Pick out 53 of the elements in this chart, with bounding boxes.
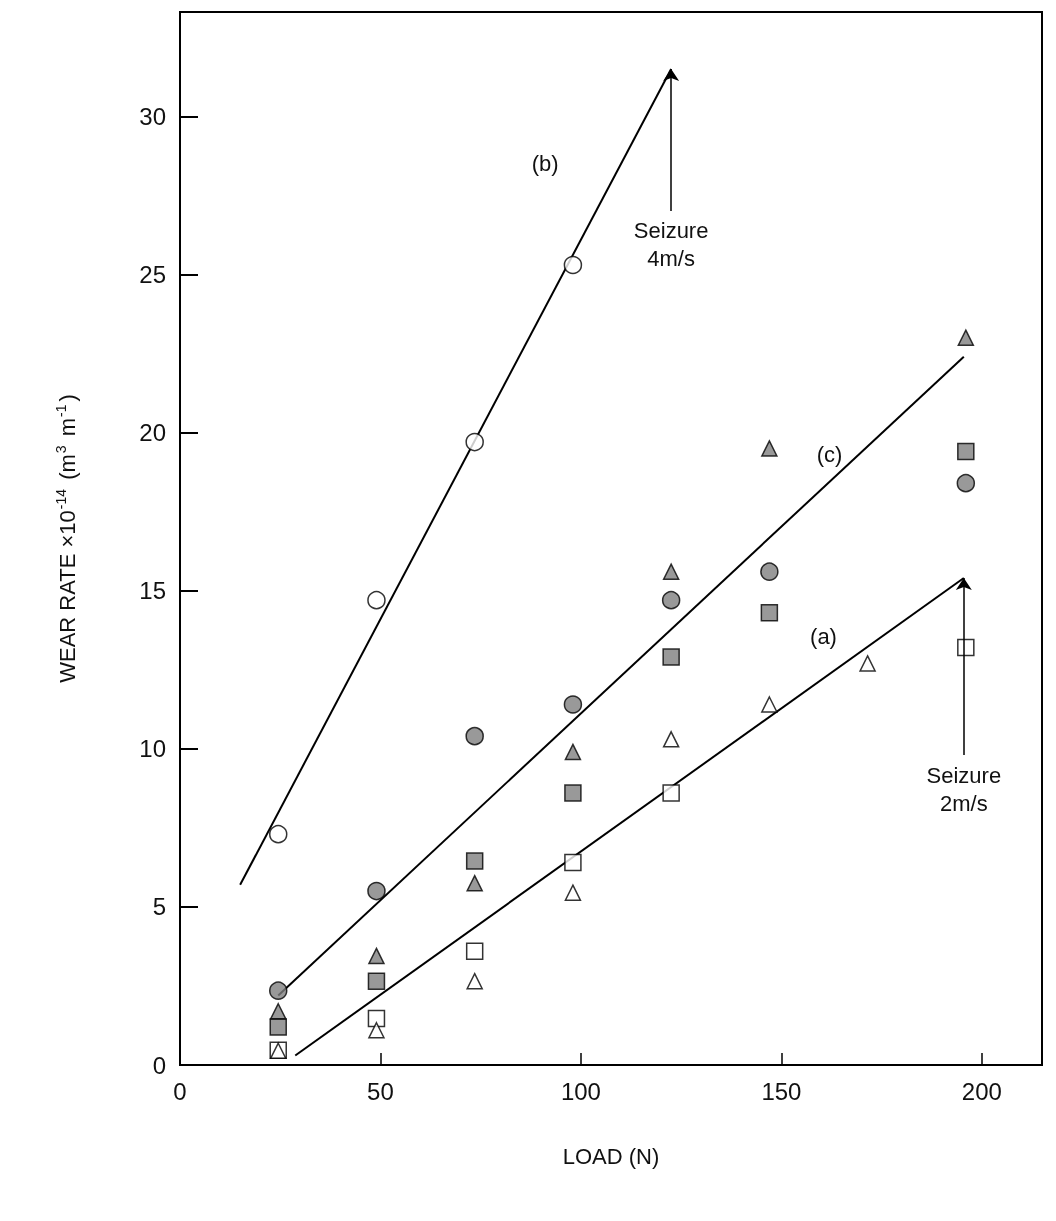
y-tick-label: 20 [139, 419, 166, 447]
point [466, 874, 483, 892]
point [760, 604, 779, 622]
point [269, 981, 288, 1000]
y-axis-title: WEAR RATE ×10-14 (m3 m-1) [53, 394, 80, 683]
point [465, 726, 484, 746]
point [368, 1021, 385, 1039]
x-tick-label: 50 [367, 1077, 394, 1105]
point [956, 473, 976, 493]
point [367, 590, 386, 610]
x-axis-title: LOAD (N) [562, 1143, 660, 1169]
point [957, 329, 975, 346]
point [465, 942, 484, 960]
x-tick-label: 200 [961, 1077, 1002, 1105]
y-tick-label: 25 [139, 260, 166, 288]
point [466, 972, 483, 990]
point [563, 255, 583, 275]
annotation: Seizure 4m/s [633, 218, 709, 272]
point [761, 696, 778, 713]
annotation: (a) [810, 624, 837, 650]
point [957, 442, 975, 461]
y-tick-label: 10 [139, 735, 166, 763]
point [564, 743, 582, 761]
point [662, 563, 680, 580]
point [564, 784, 582, 802]
point [269, 824, 288, 844]
annotation: (c) [816, 441, 843, 467]
y-tick-label: 5 [152, 893, 166, 921]
y-tick-label: 30 [139, 102, 166, 130]
annotation: Seizure 2m/s [926, 762, 1002, 816]
point [859, 655, 876, 672]
point [269, 1018, 287, 1036]
x-tick-label: 150 [761, 1077, 802, 1105]
point [662, 731, 680, 748]
point [564, 884, 582, 901]
point [368, 947, 385, 965]
y-tick-label: 0 [152, 1051, 166, 1079]
x-tick-label: 0 [173, 1077, 187, 1105]
point [465, 852, 484, 870]
point [465, 432, 484, 452]
annotation: (b) [531, 151, 559, 177]
point [563, 695, 583, 714]
point [269, 1002, 287, 1020]
point [662, 648, 680, 666]
point [367, 972, 386, 990]
point [564, 853, 582, 872]
y-tick-label: 15 [139, 577, 166, 605]
x-tick-label: 100 [560, 1077, 601, 1105]
point [661, 590, 681, 610]
point [367, 881, 386, 901]
point [761, 440, 778, 457]
point [662, 784, 680, 802]
point [760, 562, 779, 581]
